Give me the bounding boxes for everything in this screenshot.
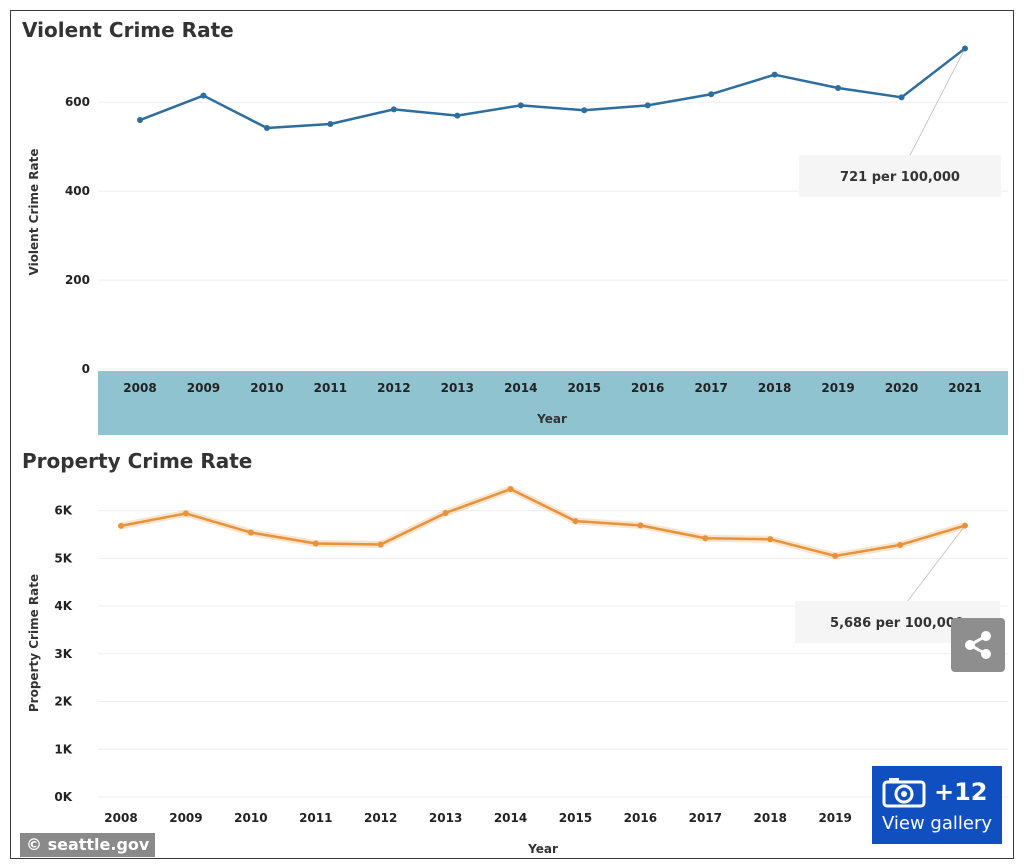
property-x-tick-label: 2011 bbox=[299, 811, 332, 825]
violent-chart-title: Violent Crime Rate bbox=[22, 18, 234, 42]
violent-data-point[interactable] bbox=[137, 117, 143, 124]
violent-x-tick-label: 2012 bbox=[377, 381, 410, 395]
property-x-tick-label: 2018 bbox=[754, 811, 787, 825]
violent-series-line bbox=[139, 47, 966, 130]
property-y-tick-label: 2K bbox=[54, 695, 72, 709]
property-x-tick-label: 2009 bbox=[169, 811, 202, 825]
property-data-point[interactable] bbox=[247, 529, 254, 536]
property-data-point[interactable] bbox=[182, 510, 189, 517]
property-y-axis-title: Property Crime Rate bbox=[27, 574, 41, 712]
violent-callout-leader bbox=[909, 48, 966, 156]
property-data-point[interactable] bbox=[897, 541, 904, 548]
violent-x-tick-label: 2011 bbox=[314, 381, 347, 395]
violent-data-point[interactable] bbox=[708, 91, 715, 98]
property-data-point[interactable] bbox=[572, 518, 579, 525]
violent-y-tick-label: 600 bbox=[65, 95, 90, 109]
violent-data-point[interactable] bbox=[327, 121, 334, 128]
violent-data-point[interactable] bbox=[771, 71, 778, 78]
violent-x-tick-label: 2015 bbox=[568, 381, 601, 395]
property-data-point[interactable] bbox=[507, 486, 514, 493]
property-data-point[interactable] bbox=[442, 509, 449, 516]
violent-x-tick-label: 2010 bbox=[250, 381, 283, 395]
violent-data-point[interactable] bbox=[835, 85, 842, 92]
violent-y-axis-title: Violent Crime Rate bbox=[27, 148, 41, 275]
property-data-point[interactable] bbox=[377, 541, 384, 548]
property-x-tick-label: 2014 bbox=[494, 811, 527, 825]
property-x-tick-label: 2015 bbox=[559, 811, 592, 825]
property-data-point[interactable] bbox=[832, 552, 839, 559]
violent-x-tick-label: 2009 bbox=[187, 381, 220, 395]
property-x-tick-label: 2010 bbox=[234, 811, 267, 825]
property-x-tick-label: 2008 bbox=[104, 811, 137, 825]
violent-x-tick-label: 2019 bbox=[821, 381, 854, 395]
violent-x-tick-label: 2020 bbox=[885, 381, 918, 395]
camera-icon bbox=[882, 778, 926, 808]
property-x-tick-label: 2012 bbox=[364, 811, 397, 825]
property-y-tick-label: 0K bbox=[54, 790, 72, 804]
property-x-tick-label: 2019 bbox=[818, 811, 851, 825]
view-gallery-button[interactable]: +12 View gallery bbox=[872, 766, 1002, 844]
property-y-tick-label: 5K bbox=[54, 551, 72, 565]
source-credit: © seattle.gov bbox=[20, 833, 156, 857]
property-x-tick-label: 2017 bbox=[689, 811, 722, 825]
property-data-point[interactable] bbox=[118, 522, 124, 529]
property-y-tick-label: 4K bbox=[54, 599, 72, 613]
violent-x-tick-label: 2017 bbox=[694, 381, 727, 395]
property-data-point[interactable] bbox=[962, 522, 968, 529]
property-y-tick-label: 1K bbox=[54, 742, 72, 756]
property-x-axis-title: Year bbox=[527, 842, 558, 856]
violent-data-point[interactable] bbox=[263, 125, 270, 132]
property-y-tick-label: 3K bbox=[54, 647, 72, 661]
violent-data-point[interactable] bbox=[581, 107, 588, 114]
violent-x-tick-label: 2013 bbox=[441, 381, 474, 395]
violent-data-point[interactable] bbox=[962, 45, 968, 52]
property-data-point[interactable] bbox=[312, 540, 319, 547]
property-y-tick-label: 6K bbox=[54, 504, 72, 518]
share-icon bbox=[965, 631, 991, 659]
property-data-point[interactable] bbox=[702, 535, 709, 542]
violent-data-point[interactable] bbox=[898, 94, 905, 101]
violent-data-point[interactable] bbox=[200, 92, 207, 99]
violent-x-tick-label: 2016 bbox=[631, 381, 664, 395]
violent-x-tick-label: 2008 bbox=[123, 381, 156, 395]
violent-callout-text: 721 per 100,000 bbox=[840, 170, 960, 185]
violent-data-point[interactable] bbox=[454, 112, 461, 119]
property-chart-title: Property Crime Rate bbox=[22, 449, 252, 473]
violent-x-tick-label: 2014 bbox=[504, 381, 537, 395]
violent-crime-chart: Violent Crime Rate 0 200 400 600 2008 2009 20… bbox=[22, 18, 1008, 435]
violent-y-tick-label: 0 bbox=[82, 362, 90, 376]
gallery-label: View gallery bbox=[882, 813, 993, 834]
property-callout-text: 5,686 per 100,000 bbox=[830, 616, 964, 631]
gallery-count: +12 bbox=[934, 778, 988, 806]
violent-y-tick-label: 400 bbox=[65, 184, 90, 198]
property-data-point[interactable] bbox=[637, 522, 644, 529]
violent-data-point[interactable] bbox=[644, 102, 651, 109]
violent-data-point[interactable] bbox=[390, 106, 397, 113]
violent-data-point[interactable] bbox=[517, 102, 524, 109]
violent-x-tick-label: 2021 bbox=[948, 381, 981, 395]
violent-x-axis-title: Year bbox=[536, 412, 567, 426]
violent-callout-box bbox=[799, 155, 1001, 197]
violent-x-tick-label: 2018 bbox=[758, 381, 791, 395]
property-crime-chart: Property Crime Rate 0K 1K 2K 3K 4K 5K 6K 2008 2… bbox=[22, 449, 1008, 856]
property-series-line bbox=[120, 487, 966, 558]
property-callout-leader bbox=[907, 525, 966, 602]
property-x-tick-label: 2016 bbox=[624, 811, 657, 825]
violent-y-tick-label: 200 bbox=[65, 273, 90, 287]
property-x-tick-label: 2013 bbox=[429, 811, 462, 825]
property-series-glow bbox=[120, 485, 967, 560]
share-button[interactable] bbox=[951, 618, 1005, 672]
property-data-point[interactable] bbox=[767, 536, 774, 543]
x-axis-band bbox=[98, 371, 1008, 435]
